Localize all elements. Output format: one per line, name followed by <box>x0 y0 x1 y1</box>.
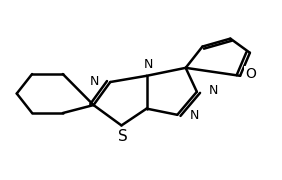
Text: O: O <box>245 67 256 81</box>
Text: N: N <box>190 109 199 122</box>
Text: N: N <box>143 58 153 71</box>
Text: S: S <box>118 129 128 145</box>
Text: N: N <box>90 75 100 88</box>
Text: N: N <box>209 84 218 96</box>
